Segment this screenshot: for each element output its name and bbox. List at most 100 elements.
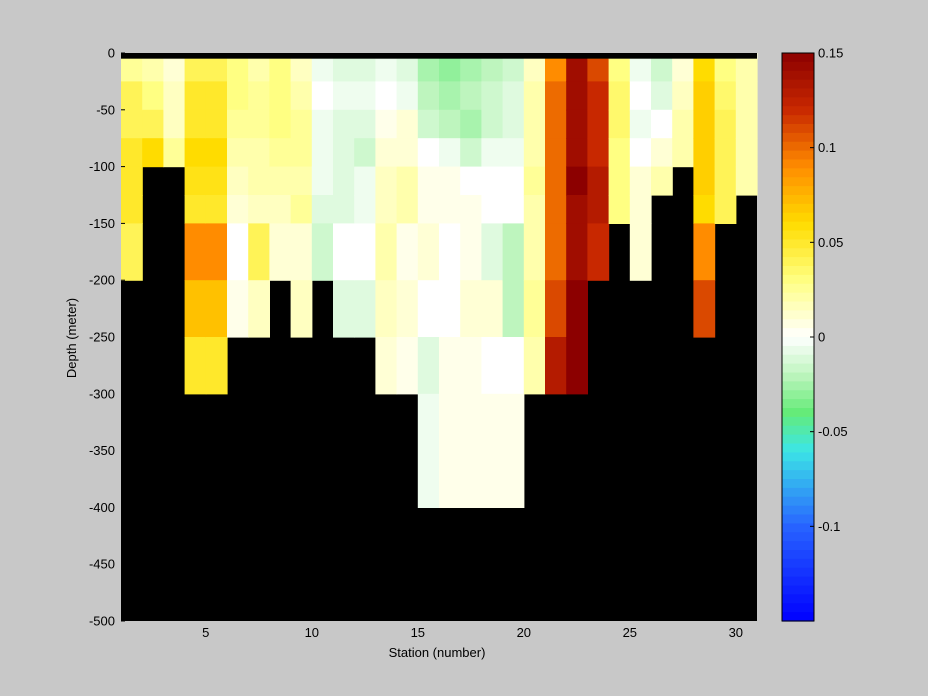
heatmap-cell [227,109,249,139]
heatmap-cell [142,109,164,139]
heatmap-cell [587,138,610,168]
colorbar-segment [782,212,814,223]
colorbar-segment [782,594,814,604]
heatmap-cell [375,58,398,82]
heatmap-cell [523,81,546,111]
heatmap-cell [121,195,143,224]
heatmap-cell [693,81,716,111]
heatmap-cell [629,223,652,281]
heatmap-cell [205,166,228,196]
heatmap-cell [184,109,207,139]
heatmap-cell [714,58,737,82]
colorbar-segment [782,115,814,125]
y-tick-label: -250 [89,330,115,345]
colorbar-segment [782,523,814,533]
heatmap-cell [460,138,482,168]
colorbar-segment [782,221,814,232]
colorbar-tick-label: -0.1 [818,519,840,534]
heatmap-cell [290,138,313,168]
colorbar-segment [782,576,814,587]
colorbar-segment [782,195,814,205]
x-tick-label: 15 [411,625,425,640]
heatmap-cell [735,109,758,139]
colorbar-segment [782,274,814,285]
heatmap-cell [587,58,610,82]
colorbar-segment [782,310,814,320]
heatmap-cell [566,58,588,82]
heatmap-cell [205,58,228,82]
heatmap-cell [693,166,716,196]
heatmap-cell [396,58,419,82]
heatmap-cell [184,337,207,395]
heatmap-cell [163,58,186,82]
colorbar-segment [782,266,814,276]
heatmap-cell [375,195,398,224]
heatmap-cell [375,223,398,281]
heatmap-cell [333,58,355,82]
heatmap-cell [481,195,504,224]
heatmap-cell [545,58,567,82]
heatmap-cell [439,109,461,139]
heatmap-cell [566,280,588,338]
heatmap-cell [566,337,588,395]
y-tick-label: -100 [89,159,115,174]
heatmap-cell [417,109,440,139]
heatmap-cell [714,195,737,224]
heatmap-cell [502,393,525,508]
x-axis-label: Station (number) [389,645,486,660]
heatmap-cell [375,81,398,111]
heatmap-cell [714,81,737,111]
heatmap-cell [333,81,355,111]
heatmap-cell [629,81,652,111]
colorbar-segment [782,70,814,81]
colorbar-segment [782,354,814,365]
heatmap-cell [290,223,313,281]
heatmap-cell [227,223,249,281]
heatmap-cell [417,166,440,196]
heatmap-cell [248,166,270,196]
colorbar-segment [782,345,814,356]
heatmap-cell [587,195,610,224]
heatmap-cell [481,109,504,139]
heatmap-cell [354,138,376,168]
colorbar-segment [782,88,814,98]
heatmap-cell [460,280,482,338]
heatmap-cell [481,223,504,281]
heatmap-cell [481,337,504,395]
heatmap-cell [290,58,313,82]
colorbar [781,52,815,622]
heatmap-cell [417,280,440,338]
heatmap-cell [333,166,355,196]
colorbar-segment [782,479,814,489]
heatmap-cell [417,393,440,508]
heatmap-cell [333,195,355,224]
heatmap-cell [566,166,588,196]
heatmap-cell [672,81,694,111]
colorbar-segment [782,230,814,240]
heatmap-cell [375,337,398,395]
heatmap-cell [311,58,334,82]
heatmap-cell [460,58,482,82]
colorbar-segment [782,248,814,258]
heatmap-cell [354,280,376,338]
heatmap-cell [439,58,461,82]
heatmap-cell [269,138,292,168]
heatmap-cell [417,138,440,168]
colorbar-tick-label: 0.05 [818,235,843,250]
colorbar-segment [782,141,814,152]
heatmap-cell [311,109,334,139]
heatmap-cell [502,223,525,281]
heatmap-cell [629,138,652,168]
heatmap-cell [121,58,143,82]
y-tick-label: 0 [108,46,115,61]
heatmap-cell [693,138,716,168]
heatmap-cell [545,138,567,168]
x-tick-label: 5 [202,625,209,640]
heatmap-cell [651,109,673,139]
plot-area [121,53,758,621]
colorbar-segment [782,301,814,311]
colorbar-segment [782,612,814,622]
heatmap-cell [205,81,228,111]
heatmap-cell [545,280,567,338]
